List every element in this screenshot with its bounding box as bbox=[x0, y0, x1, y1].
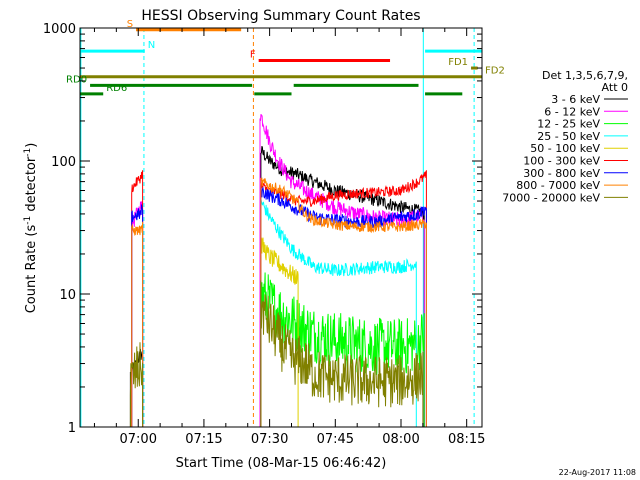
series-9-segment-1 bbox=[129, 342, 144, 427]
series-7-segment-1 bbox=[131, 204, 144, 427]
y-tick-label-3: 100 bbox=[51, 155, 76, 170]
axes: 1 10 100 1000 07:00 07:15 07:30 07:45 08:00 08:15 bbox=[43, 22, 486, 447]
y-tick-label-4: 1000 bbox=[43, 22, 76, 37]
plot-frame bbox=[79, 27, 483, 428]
x-tick-label-3: 07:30 bbox=[251, 432, 288, 447]
y-tick-label-2: 10 bbox=[59, 288, 76, 303]
legend-label-6: 100 - 300 keV bbox=[523, 155, 600, 168]
flag-label-5: FD1 bbox=[448, 57, 468, 68]
legend-label-5: 50 - 100 keV bbox=[530, 142, 600, 155]
series-6-segment-2 bbox=[260, 170, 427, 427]
flag-label-2: N bbox=[148, 40, 155, 51]
series-8-segment-2 bbox=[260, 177, 427, 427]
legend-label-8: 800 - 7000 keV bbox=[516, 179, 600, 192]
x-tick-label-6: 08:15 bbox=[448, 432, 485, 447]
legend-header-1: Det 1,3,5,6,7,9, bbox=[542, 69, 628, 82]
series-7-segment-2 bbox=[260, 184, 427, 427]
series-6-segment-1 bbox=[131, 170, 144, 427]
flag-label-7: RD0 bbox=[66, 74, 87, 85]
legend-label-7: 300 - 800 keV bbox=[523, 167, 600, 180]
series-9-segment-2 bbox=[260, 280, 424, 427]
flag-label-6: FD2 bbox=[485, 66, 505, 77]
legend-label-3: 12 - 25 keV bbox=[537, 118, 600, 131]
y-axis-title: Count Rate (s-1 detector-1) bbox=[23, 143, 39, 314]
legend-label-9: 7000 - 20000 keV bbox=[502, 191, 600, 204]
series-5-segment-1 bbox=[260, 237, 299, 427]
series-8-segment-1 bbox=[131, 221, 144, 427]
chart-title: HESSI Observing Summary Count Rates bbox=[141, 8, 420, 24]
date-stamp: 22-Aug-2017 11:08 bbox=[559, 468, 636, 477]
flag-label-1: S bbox=[127, 19, 133, 30]
flag-label-8: RD6 bbox=[106, 83, 127, 94]
x-tick-label-5: 08:00 bbox=[382, 432, 419, 447]
flag-label-3: F bbox=[250, 49, 256, 60]
series-2-segment-2 bbox=[259, 114, 425, 427]
y-tick-label-1: 1 bbox=[68, 421, 76, 436]
x-tick-label-2: 07:15 bbox=[185, 432, 222, 447]
legend-label-2: 6 - 12 keV bbox=[544, 105, 600, 118]
series-2-segment-1 bbox=[131, 201, 144, 427]
legend-label-4: 25 - 50 keV bbox=[537, 130, 600, 143]
series-1-segment-2 bbox=[260, 146, 425, 427]
legend-label-1: 3 - 6 keV bbox=[551, 93, 600, 106]
x-axis-title: Start Time (08-Mar-15 06:46:42) bbox=[176, 456, 387, 471]
x-tick-label-1: 07:00 bbox=[120, 432, 157, 447]
x-tick-label-4: 07:45 bbox=[317, 432, 354, 447]
series-4-segment-1 bbox=[260, 198, 417, 427]
plot-area: S N F FD1 FD2 RD0 RD6 bbox=[66, 19, 505, 427]
legend-header-2: Att 0 bbox=[602, 81, 628, 94]
